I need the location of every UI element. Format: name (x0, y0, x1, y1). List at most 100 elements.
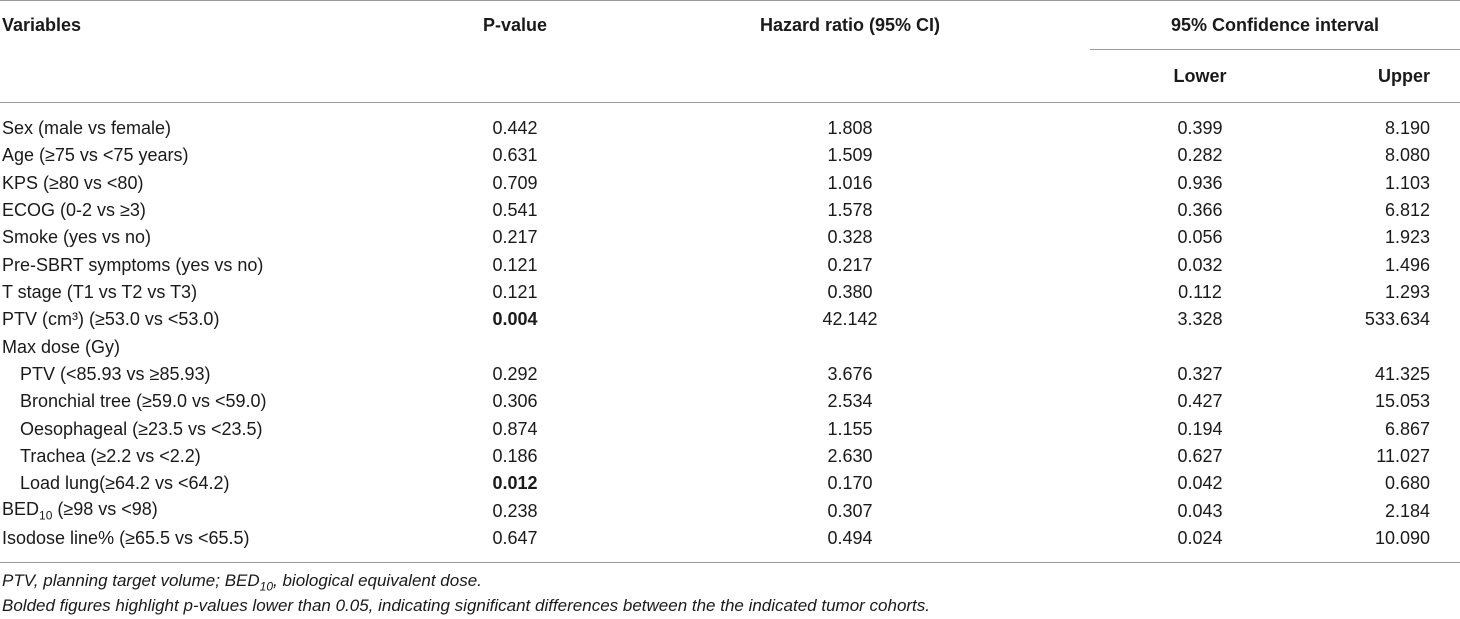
table-row: Max dose (Gy) (0, 334, 1460, 361)
cell-hazard-ratio: 1.808 (827, 118, 873, 139)
cell-lower: 0.936 (1177, 172, 1223, 193)
cell-upper: 10.090 (1374, 528, 1430, 549)
table-row: ECOG (0-2 vs ≥3) 0.541 1.578 0.366 6.812 (0, 197, 1460, 224)
cell-hazard-ratio: 3.676 (827, 364, 873, 385)
cell-hazard-ratio: 1.578 (827, 200, 873, 221)
cell-hazard-ratio: 0.170 (827, 473, 873, 494)
cell-lower: 0.194 (1177, 418, 1223, 439)
cell-lower: 0.024 (1177, 528, 1223, 549)
cell-lower: 0.366 (1177, 200, 1223, 221)
cell-lower: 0.032 (1177, 254, 1223, 275)
cell-hazard-ratio: 0.328 (827, 227, 873, 248)
cell-upper: 0.680 (1384, 473, 1430, 494)
cell-variable: Load lung(≥64.2 vs <64.2) (20, 473, 230, 494)
header-p-value: P-value (482, 14, 548, 35)
table-row: Pre-SBRT symptoms (yes vs no) 0.121 0.217 0… (0, 252, 1460, 279)
cell-upper: 1.496 (1384, 254, 1430, 275)
cell-upper: 1.923 (1384, 227, 1430, 248)
cell-lower: 0.327 (1177, 364, 1223, 385)
cell-variable: Pre-SBRT symptoms (yes vs no) (2, 254, 264, 275)
cell-p-value: 0.647 (492, 528, 538, 549)
cell-lower: 0.427 (1177, 391, 1223, 412)
cell-hazard-ratio: 2.534 (827, 391, 873, 412)
cell-p-value: 0.306 (492, 391, 538, 412)
cell-p-value: 0.238 (492, 500, 538, 521)
header-confidence-interval: 95% Confidence interval (1090, 0, 1460, 50)
cell-variable: Age (≥75 vs <75 years) (2, 145, 189, 166)
header-lower: Lower (1173, 65, 1227, 86)
cell-lower: 3.328 (1177, 309, 1223, 330)
cell-p-value: 0.121 (492, 254, 538, 275)
cell-p-value: 0.541 (492, 200, 538, 221)
cell-p-value: 0.004 (492, 309, 538, 330)
cell-upper: 6.867 (1384, 418, 1430, 439)
table-row: Isodose line% (≥65.5 vs <65.5) 0.647 0.494… (0, 525, 1460, 552)
cell-upper: 1.293 (1384, 282, 1430, 303)
header-row-2: Lower Upper (0, 50, 1460, 103)
table-row: Age (≥75 vs <75 years) 0.631 1.509 0.282 8.0… (0, 142, 1460, 169)
cell-hazard-ratio: 0.494 (827, 528, 873, 549)
cell-variable: Bronchial tree (≥59.0 vs <59.0) (20, 391, 267, 412)
table-row: Oesophageal (≥23.5 vs <23.5) 0.874 1.155 0.… (0, 416, 1460, 443)
cell-p-value (420, 334, 610, 361)
table-row: Load lung(≥64.2 vs <64.2) 0.012 0.170 0.042… (0, 470, 1460, 497)
header-row-1: Variables P-value Hazard ratio (95% CI) … (0, 0, 1460, 50)
table-row: Smoke (yes vs no) 0.217 0.328 0.056 1.923 (0, 224, 1460, 251)
cell-lower: 0.399 (1177, 118, 1223, 139)
cell-upper: 1.103 (1384, 172, 1430, 193)
cell-variable: BED10 (≥98 vs <98) (2, 499, 158, 524)
cell-p-value: 0.292 (492, 364, 538, 385)
header-hazard-ratio: Hazard ratio (95% CI) (759, 14, 941, 35)
cell-hazard-ratio: 1.016 (827, 172, 873, 193)
cell-upper: 8.190 (1384, 118, 1430, 139)
cell-upper: 2.184 (1384, 500, 1430, 521)
cell-p-value: 0.186 (492, 446, 538, 467)
cell-variable: ECOG (0-2 vs ≥3) (2, 200, 146, 221)
cell-hazard-ratio: 2.630 (827, 446, 873, 467)
table-row: PTV (<85.93 vs ≥85.93) 0.292 3.676 0.327 41.… (0, 361, 1460, 388)
cell-hazard-ratio (610, 334, 1090, 361)
cell-variable: Smoke (yes vs no) (2, 227, 152, 248)
table-row: KPS (≥80 vs <80) 0.709 1.016 0.936 1.103 (0, 170, 1460, 197)
cell-variable: Max dose (Gy) (2, 336, 121, 357)
bottom-rule (0, 562, 1460, 563)
cell-hazard-ratio: 0.307 (827, 500, 873, 521)
cell-upper: 8.080 (1384, 145, 1430, 166)
cell-upper (1310, 334, 1460, 361)
table-body: Sex (male vs female) 0.442 1.808 0.399 8.190… (0, 103, 1460, 553)
table-row: BED10 (≥98 vs <98) 0.238 0.307 0.043 2.184 (0, 498, 1460, 525)
cell-variable: T stage (T1 vs T2 vs T3) (2, 282, 198, 303)
footnote-bold-explanation: Bolded figures highlight p-values lower … (2, 596, 931, 615)
cell-lower: 0.056 (1177, 227, 1223, 248)
cell-lower (1090, 334, 1310, 361)
header-variables: Variables (2, 14, 82, 35)
table-row: T stage (T1 vs T2 vs T3) 0.121 0.380 0.112 1… (0, 279, 1460, 306)
cell-variable: PTV (<85.93 vs ≥85.93) (20, 364, 211, 385)
cell-variable: Trachea (≥2.2 vs <2.2) (20, 446, 201, 467)
cell-lower: 0.043 (1177, 500, 1223, 521)
cell-p-value: 0.709 (492, 172, 538, 193)
cell-hazard-ratio: 1.509 (827, 145, 873, 166)
cell-upper: 533.634 (1364, 309, 1430, 330)
cell-upper: 6.812 (1384, 200, 1430, 221)
cell-hazard-ratio: 0.380 (827, 282, 873, 303)
cell-upper: 11.027 (1376, 446, 1430, 467)
cell-lower: 0.112 (1178, 282, 1222, 303)
cell-upper: 41.325 (1374, 364, 1430, 385)
table-row: PTV (cm³) (≥53.0 vs <53.0) 0.004 42.142 3.3… (0, 306, 1460, 333)
cell-variable: Oesophageal (≥23.5 vs <23.5) (20, 418, 263, 439)
cell-p-value: 0.874 (492, 418, 538, 439)
cell-variable: KPS (≥80 vs <80) (2, 172, 144, 193)
cell-p-value: 0.442 (492, 118, 538, 139)
header-upper: Upper (1377, 65, 1430, 86)
cell-variable: Sex (male vs female) (2, 118, 172, 139)
cell-variable: Isodose line% (≥65.5 vs <65.5) (2, 528, 250, 549)
cell-p-value: 0.121 (492, 282, 538, 303)
cell-variable: PTV (cm³) (≥53.0 vs <53.0) (2, 309, 220, 330)
cell-lower: 0.627 (1177, 446, 1223, 467)
cell-hazard-ratio: 42.142 (822, 309, 878, 330)
hazard-ratio-table: Variables P-value Hazard ratio (95% CI) … (0, 0, 1460, 553)
footnote-abbreviations: PTV, planning target volume; BED10, biol… (2, 571, 482, 594)
table-row: Sex (male vs female) 0.442 1.808 0.399 8.190 (0, 115, 1460, 142)
